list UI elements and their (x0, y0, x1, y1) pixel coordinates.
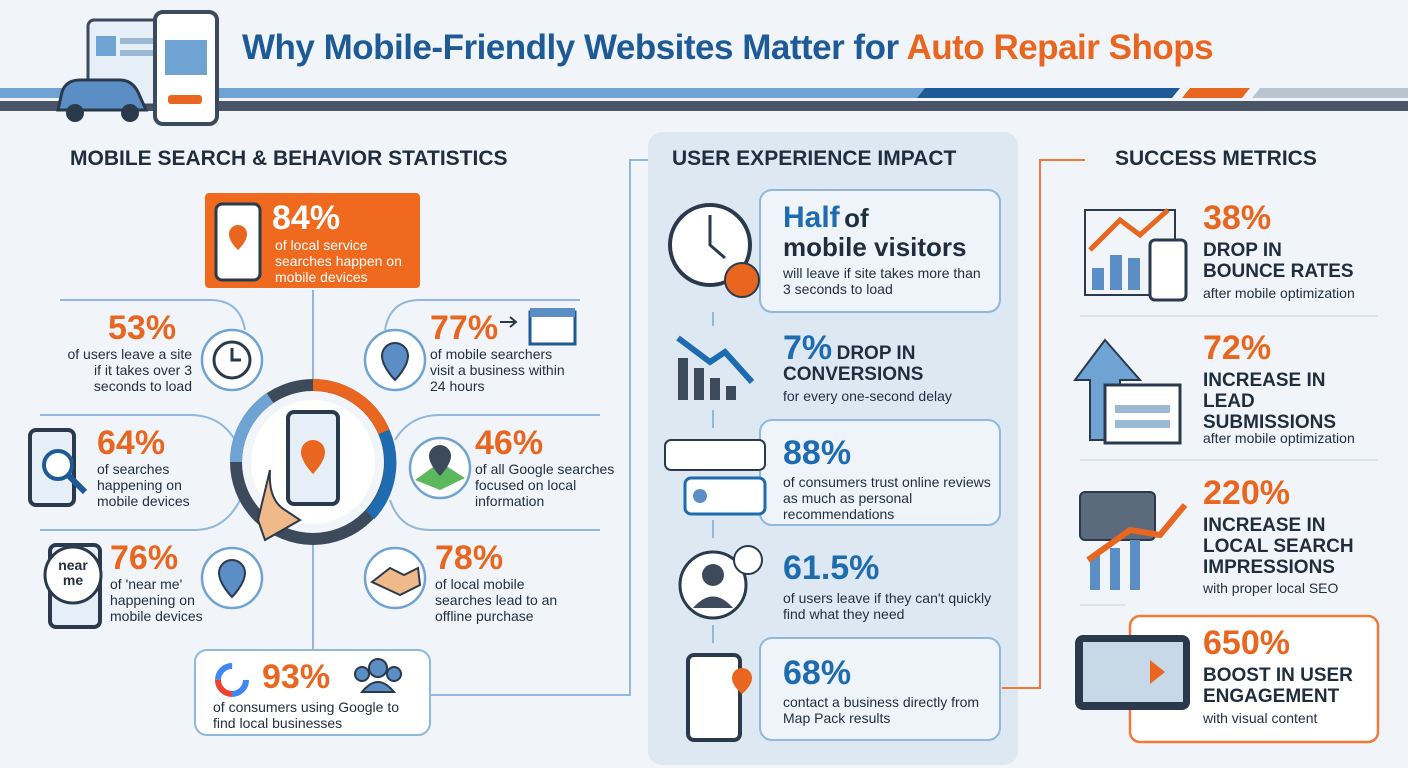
metric-value: 220% (1203, 474, 1290, 512)
ux-value: 88% (783, 434, 852, 472)
stat-value: 93% (262, 658, 331, 696)
metric-text: with proper local SEO (1203, 580, 1339, 596)
metric-text: with visual content (1203, 710, 1318, 726)
icon-label: near me (58, 557, 88, 588)
ux-text: of users leave if they can't quickly fin… (783, 590, 992, 622)
stat-text: of all Google searches focused on local … (475, 461, 615, 509)
metric-value: 72% (1203, 329, 1272, 367)
ux-text: contact a business directly from Map Pac… (783, 694, 980, 726)
stat-value: 53% (108, 309, 177, 347)
metric-label: INCREASE IN LOCAL SEARCH IMPRESSIONS (1203, 515, 1354, 578)
metric-label: INCREASE IN LEAD SUBMISSIONS (1203, 370, 1337, 433)
ux-label: mobile visitors (783, 232, 967, 262)
stat-value: 46% (475, 424, 544, 462)
ux-text: for every one-second delay (783, 388, 952, 404)
ux-text: will leave if site takes more than 3 sec… (783, 265, 981, 297)
stat-text: of searches happening on mobile devices (97, 461, 190, 509)
stat-text: of mobile searchers visit a business wit… (430, 346, 565, 394)
ux-value: 68% (783, 654, 852, 692)
ux-text: of consumers trust online reviews as muc… (783, 474, 991, 522)
stat-text: of consumers using Google to find local … (213, 699, 399, 731)
ux-value-suffix: of (844, 203, 869, 233)
stat-text: of local mobile searches lead to an offl… (435, 576, 558, 624)
ux-headline: Half of (783, 200, 869, 236)
page-title: Why Mobile-Friendly Websites Matter for … (242, 28, 1214, 68)
title-highlight: Auto Repair Shops (906, 28, 1214, 67)
stat-value: 84% (272, 199, 341, 237)
stat-text: of local service searches happen on mobi… (275, 237, 402, 285)
ux-value: Half (783, 201, 840, 234)
metric-value: 650% (1203, 624, 1290, 662)
stat-value: 76% (110, 539, 179, 577)
metric-label: BOOST IN USER ENGAGEMENT (1203, 665, 1353, 707)
stat-value: 78% (435, 539, 504, 577)
title-text: Why Mobile-Friendly Websites Matter for (242, 28, 899, 67)
stat-text: of users leave a site if it takes over 3… (67, 346, 192, 394)
section-heading: MOBILE SEARCH & BEHAVIOR STATISTICS (70, 147, 508, 170)
metric-value: 38% (1203, 199, 1272, 237)
stat-value: 77% (430, 309, 499, 347)
stat-text: of 'near me' happening on mobile devices (110, 576, 203, 624)
ux-label: CONVERSIONS (783, 364, 924, 385)
metric-text: after mobile optimization (1203, 285, 1355, 301)
ux-label: DROP IN (836, 343, 916, 364)
ux-value: 7% (783, 329, 833, 367)
stat-value: 64% (97, 424, 166, 462)
ux-headline: 7% DROP IN (783, 330, 915, 366)
metric-label: DROP IN BOUNCE RATES (1203, 240, 1354, 282)
section-heading: SUCCESS METRICS (1115, 147, 1317, 170)
ux-value: 61.5% (783, 549, 880, 587)
metric-text: after mobile optimization (1203, 430, 1355, 446)
section-heading: USER EXPERIENCE IMPACT (672, 147, 957, 170)
